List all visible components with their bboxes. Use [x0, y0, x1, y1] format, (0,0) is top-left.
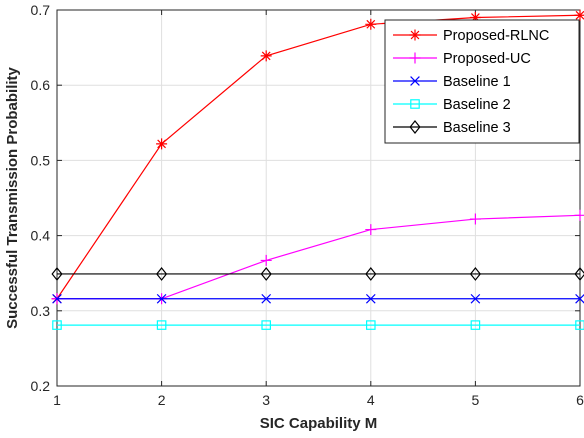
- data-point: [575, 293, 584, 304]
- x-tick-label: 2: [158, 392, 166, 408]
- legend-label: Baseline 1: [443, 74, 511, 90]
- data-point: [365, 293, 376, 304]
- y-tick-label: 0.5: [31, 152, 51, 168]
- x-axis-title: SIC Capability M: [260, 415, 378, 432]
- plot-area: [56, 9, 581, 387]
- data-point: [574, 9, 584, 21]
- series-line: [56, 14, 581, 300]
- legend-marker: [410, 99, 420, 109]
- data-point: [575, 320, 584, 330]
- legend-label: Proposed-RLNC: [443, 28, 549, 44]
- data-point: [366, 320, 376, 330]
- data-point: [52, 320, 62, 330]
- data-point: [470, 320, 481, 330]
- axis-ticks: 1 2 3 4 5 6 0.2 0.3 0.4 0.5 0.6 0.7: [31, 2, 584, 408]
- data-point: [261, 293, 272, 304]
- data-point: [156, 320, 167, 330]
- data-point: [260, 266, 272, 281]
- y-tick-label: 0.2: [31, 378, 51, 394]
- legend: Proposed-RLNC Proposed-UC Baseline 1 Baseli…: [384, 19, 580, 144]
- x-tick-label: 1: [53, 392, 61, 408]
- data-point: [574, 266, 584, 281]
- x-tick-label: 5: [472, 392, 480, 408]
- y-tick-label: 0.3: [31, 303, 51, 319]
- data-point: [261, 320, 271, 330]
- data-point: [156, 293, 167, 304]
- series-baseline-3: [51, 266, 584, 281]
- data-point: [51, 266, 63, 281]
- legend-item-baseline-2: Baseline 2: [393, 97, 511, 113]
- data-point: [469, 213, 481, 225]
- data-point: [260, 254, 272, 266]
- legend-label: Baseline 3: [443, 120, 511, 136]
- data-point: [365, 266, 377, 281]
- legend-item-baseline-3: Baseline 3: [393, 120, 511, 136]
- legend-item-baseline-1: Baseline 1: [393, 74, 511, 90]
- legend-marker: [410, 76, 420, 86]
- series-baseline-2: [52, 320, 584, 330]
- data-point: [260, 50, 272, 62]
- y-tick-label: 0.6: [31, 77, 51, 93]
- data-point: [365, 18, 377, 30]
- legend-item-proposed-rlnc: Proposed-RLNC: [393, 28, 549, 44]
- data-point: [574, 209, 584, 221]
- legend-item-proposed-uc: Proposed-UC: [393, 51, 531, 67]
- data-point: [469, 266, 481, 281]
- data-point: [156, 138, 168, 150]
- legend-label: Baseline 2: [443, 97, 511, 113]
- y-tick-label: 0.7: [31, 2, 51, 18]
- y-tick-label: 0.4: [31, 228, 51, 244]
- legend-marker: [409, 52, 421, 64]
- y-axis-title: Successful Transmission Probability: [4, 66, 21, 328]
- series-line: [57, 214, 581, 300]
- data-point: [469, 12, 481, 24]
- series-baseline-1: [52, 293, 584, 304]
- legend-marker: [409, 29, 421, 41]
- legend-label: Proposed-UC: [443, 51, 531, 67]
- x-tick-label: 6: [576, 392, 584, 408]
- data-point: [156, 266, 168, 281]
- series-proposed-uc: [51, 209, 584, 305]
- data-point: [52, 293, 62, 304]
- data-point: [470, 293, 481, 304]
- series-group: [51, 9, 584, 330]
- x-tick-label: 4: [367, 392, 375, 408]
- data-point: [365, 224, 377, 236]
- x-tick-label: 3: [262, 392, 270, 408]
- legend-marker: [409, 120, 421, 134]
